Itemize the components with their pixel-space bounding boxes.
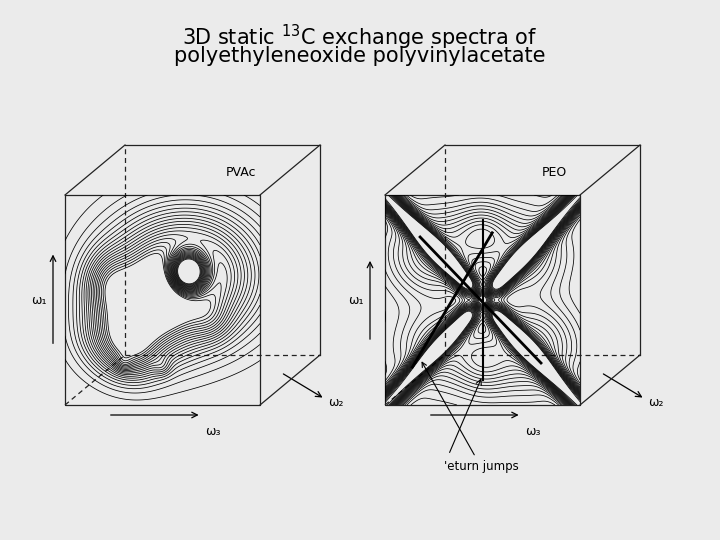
- Text: ω₃: ω₃: [205, 425, 221, 438]
- Text: ω₁: ω₁: [32, 294, 47, 307]
- Text: PVAc: PVAc: [226, 166, 256, 179]
- Text: PEO: PEO: [542, 166, 567, 179]
- Text: ω₂: ω₂: [328, 396, 343, 409]
- Text: ω₃: ω₃: [526, 425, 541, 438]
- Text: 3D static $^{13}$C exchange spectra of: 3D static $^{13}$C exchange spectra of: [182, 23, 538, 52]
- Text: 'eturn jumps: 'eturn jumps: [422, 362, 518, 473]
- Text: polyethyleneoxide polyvinylacetate: polyethyleneoxide polyvinylacetate: [174, 46, 546, 66]
- Text: ω₂: ω₂: [648, 396, 664, 409]
- Text: ω₁: ω₁: [348, 294, 364, 307]
